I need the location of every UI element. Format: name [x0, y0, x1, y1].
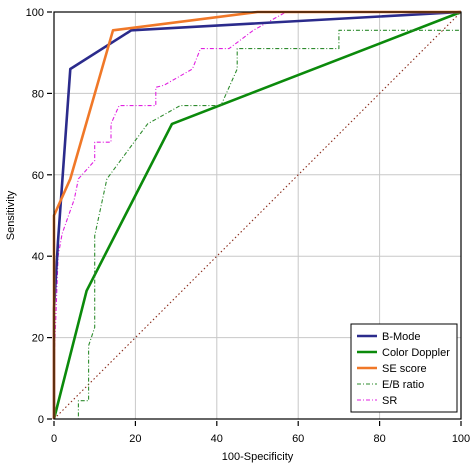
- legend: B-Mode Color Doppler SE score E/B ratio SR: [350, 323, 458, 413]
- legend-label-color-doppler: Color Doppler: [382, 347, 450, 359]
- grid: [54, 12, 461, 419]
- plot-frame: [53, 11, 462, 420]
- y-tick-label-1: 20: [32, 333, 44, 345]
- x-tick-label-0: 0: [51, 433, 57, 445]
- legend-label-sr: SR: [382, 395, 397, 407]
- x-tick-label-3: 60: [292, 433, 304, 445]
- y-tick-label-3: 60: [32, 170, 44, 182]
- x-tick-label-5: 100: [452, 433, 470, 445]
- legend-label-e-b-ratio: E/B ratio: [382, 379, 424, 391]
- x-tick-label-4: 80: [373, 433, 385, 445]
- x-tick-label-2: 40: [211, 433, 223, 445]
- y-axis-title: Sensitivity: [5, 190, 17, 240]
- series-line-e-b-ratio: [54, 29, 461, 420]
- legend-label-se-score: SE score: [382, 363, 427, 375]
- y-tick-label-2: 40: [32, 251, 44, 263]
- y-tick-label-4: 80: [32, 88, 44, 100]
- x-axis-title: 100-Specificity: [222, 451, 294, 463]
- x-tick-label-1: 20: [129, 433, 141, 445]
- series-line-color-doppler: [52, 10, 462, 420]
- axis-ticks: 0 20 40 60 80 100 0 20 40 60 80 100: [26, 7, 471, 445]
- legend-label-b-mode: B-Mode: [382, 331, 421, 343]
- series-line-sr: [53, 11, 461, 419]
- y-tick-label-5: 100: [26, 7, 44, 19]
- y-tick-label-0: 0: [38, 414, 44, 426]
